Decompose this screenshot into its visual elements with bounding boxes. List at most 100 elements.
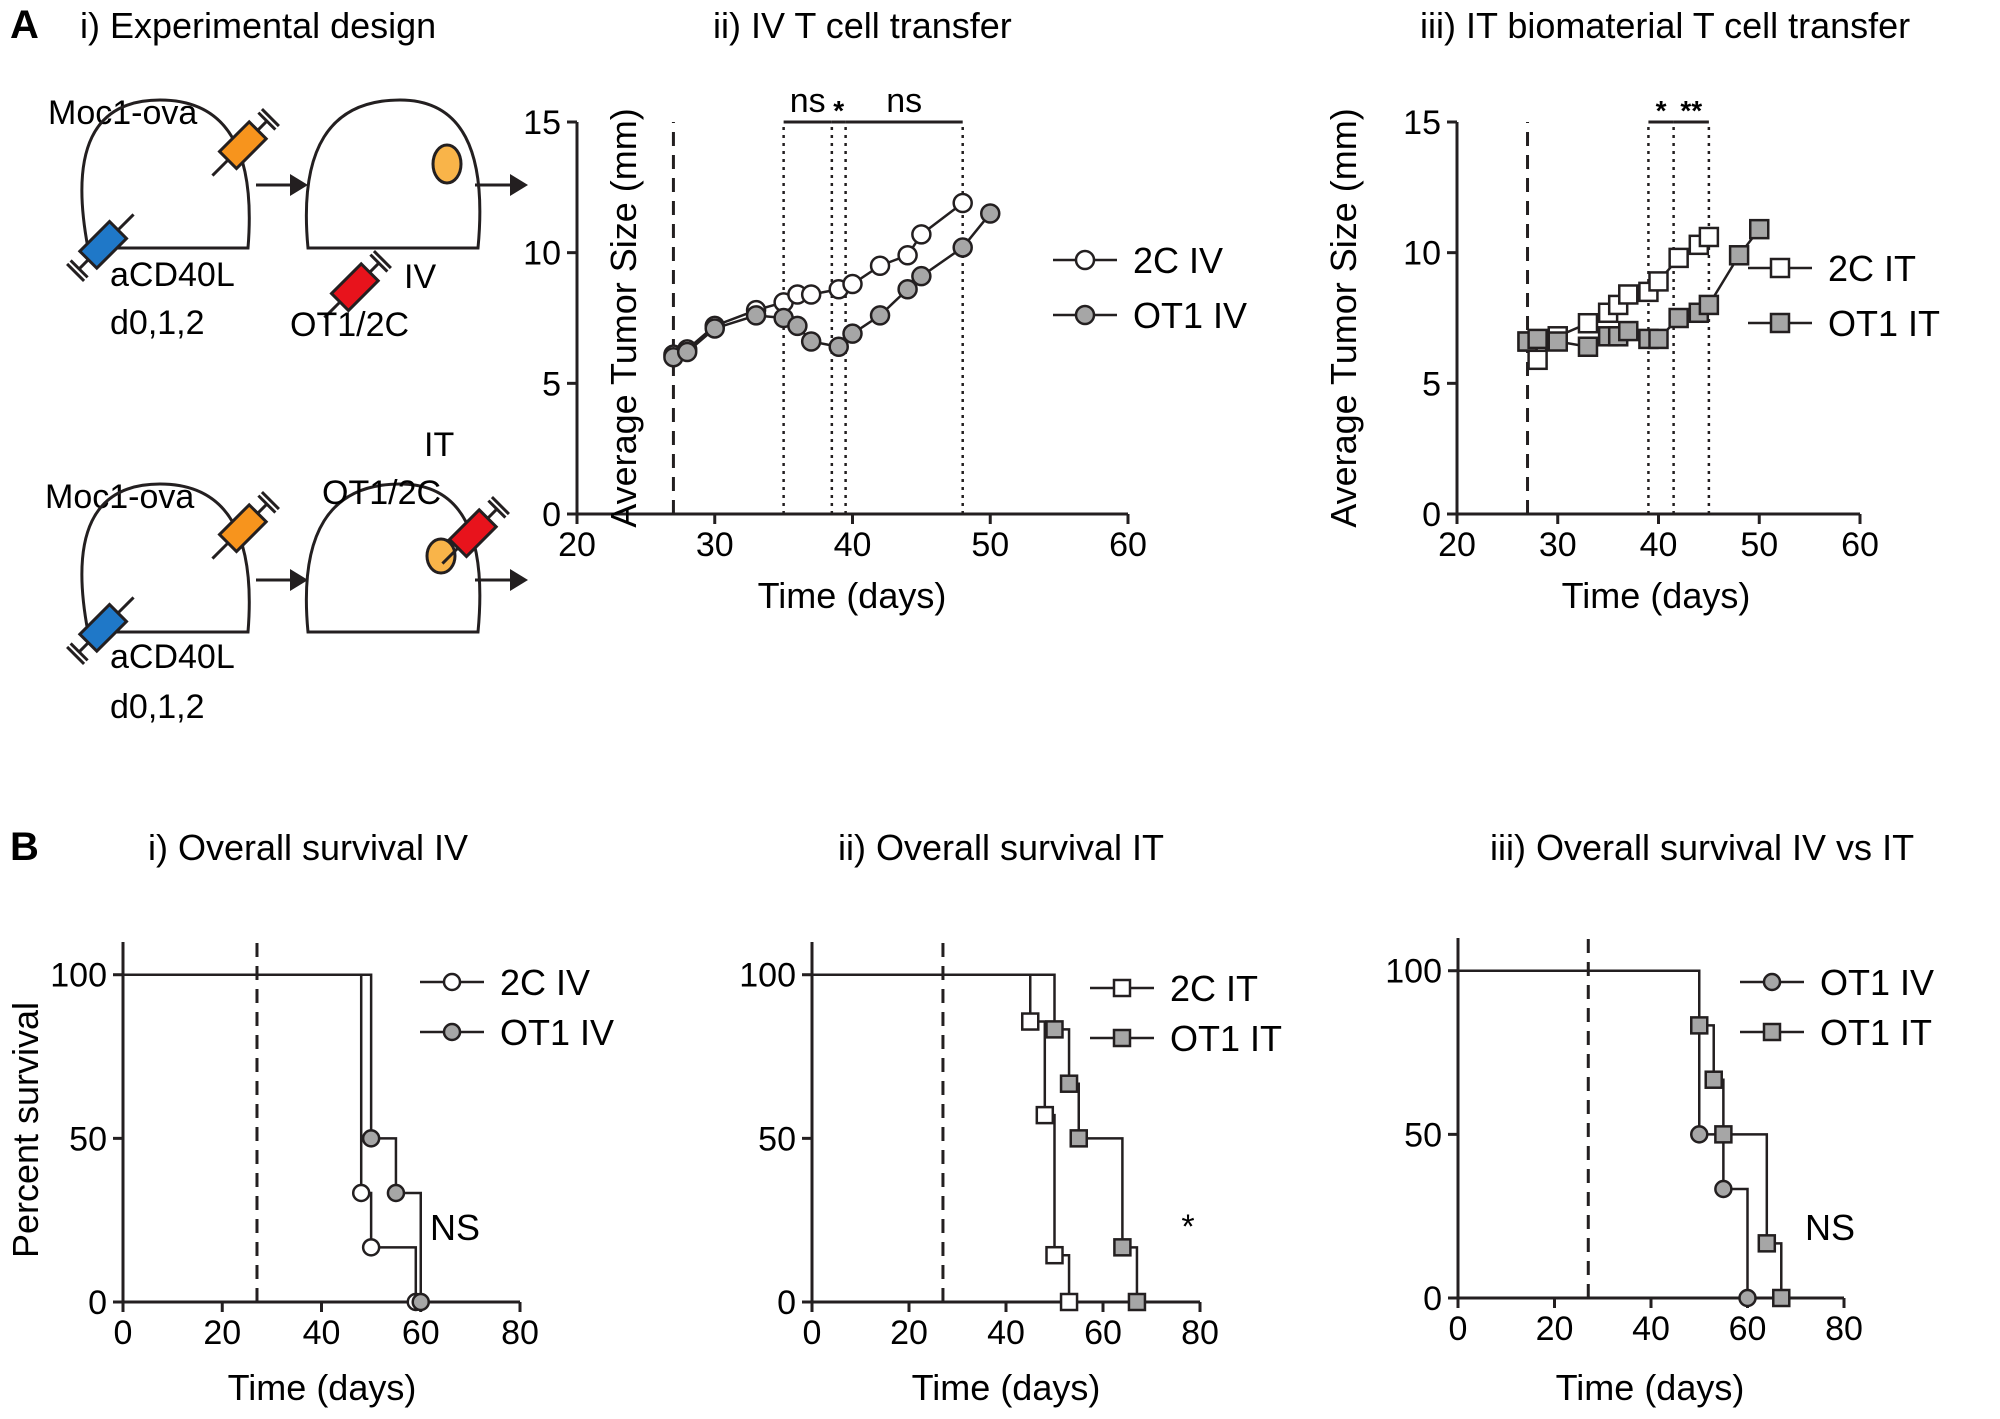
- data-point: [1757, 1234, 1777, 1253]
- significance-label: ns: [790, 82, 826, 120]
- data-point: [361, 1238, 381, 1257]
- arrowhead-icon: [290, 569, 308, 591]
- data-point: [351, 1183, 371, 1203]
- legend-label: OT1 IV: [1820, 962, 1934, 1003]
- x-tick-label: 0: [803, 1314, 822, 1352]
- data-point: [1772, 1288, 1791, 1308]
- series: [812, 973, 1079, 1312]
- significance-label: *: [833, 95, 844, 126]
- data-point: [1714, 1125, 1733, 1144]
- y-tick-label: 0: [88, 1284, 107, 1322]
- x-tick-label: 40: [1632, 1310, 1670, 1348]
- y-tick-label: 0: [1423, 1280, 1442, 1318]
- data-point: [1648, 271, 1669, 292]
- cells-label: OT1/2C: [322, 474, 441, 512]
- series: [1458, 969, 1791, 1308]
- x-tick-label: 0: [1449, 1310, 1468, 1348]
- data-point: [869, 255, 891, 276]
- chart-title: iii) Overall survival IV vs IT: [1490, 827, 1914, 868]
- data-point: [1074, 249, 1096, 271]
- chart-it-tumor-size: iii) IT biomaterial T cell transfer 20 30 4…: [1323, 5, 1940, 616]
- y-tick-label: 15: [1403, 104, 1441, 142]
- tcell-syringe-icon: [432, 495, 511, 574]
- legend-label: 2C IV: [500, 962, 590, 1003]
- y-tick-label: 5: [1422, 365, 1441, 403]
- y-axis-label: Average Tumor Size (mm): [1323, 108, 1364, 527]
- data-point: [1698, 226, 1720, 248]
- y-tick-label: 50: [69, 1120, 107, 1158]
- y-tick-label: 5: [542, 365, 561, 403]
- survival-curve: [812, 973, 1139, 1302]
- chart-title: ii) IV T cell transfer: [713, 5, 1012, 46]
- data-point: [704, 318, 725, 339]
- data-point: [1668, 247, 1689, 269]
- data-point: [1113, 1238, 1132, 1257]
- tumor-icon: [431, 143, 463, 185]
- x-tick-label: 40: [834, 526, 872, 564]
- data-point: [361, 1129, 381, 1148]
- y-tick-label: 10: [523, 235, 561, 273]
- mouse-outline: [304, 98, 482, 250]
- panel-label-b: B: [10, 825, 39, 869]
- x-tick-label: 40: [1640, 526, 1678, 564]
- data-point: [442, 972, 462, 992]
- data-point: [842, 273, 863, 295]
- data-point: [1618, 284, 1639, 305]
- data-point: [386, 1183, 406, 1203]
- data-point: [952, 192, 973, 214]
- data-point: [800, 284, 822, 305]
- x-tick-label: 20: [1438, 526, 1476, 564]
- antibody-label: aCD40L: [110, 256, 235, 294]
- data-point: [1074, 304, 1096, 326]
- data-point: [1698, 294, 1720, 316]
- y-tick-label: 100: [739, 957, 796, 995]
- data-point: [1069, 1129, 1088, 1148]
- series: [123, 973, 430, 1312]
- data-point: [828, 336, 849, 357]
- panel-label-a: A: [10, 3, 39, 47]
- antibody-label: aCD40L: [110, 638, 235, 676]
- data-point: [1648, 328, 1669, 350]
- data-point: [442, 1022, 462, 1042]
- data-point: [1045, 1245, 1064, 1265]
- legend-label: OT1 IT: [1820, 1012, 1932, 1053]
- data-point: [980, 203, 1001, 224]
- design-row-it: Moc1-ova aCD40L d0,1,2 IT OT1/2C: [45, 426, 528, 726]
- x-tick-label: 30: [1539, 526, 1577, 564]
- dosing-label: d0,1,2: [110, 688, 205, 726]
- route-label: IV: [404, 258, 436, 296]
- x-tick-label: 20: [203, 1314, 241, 1352]
- legend-label: 2C IT: [1828, 248, 1916, 289]
- chart-survival-it: ii) Overall survival IT 0 20 40 60 80 0 50 100 Ti…: [739, 827, 1282, 1408]
- x-tick-label: 80: [1825, 1310, 1863, 1348]
- legend-label: OT1 IV: [1133, 295, 1247, 336]
- data-point: [1738, 1288, 1757, 1308]
- data-point: [1690, 1125, 1709, 1144]
- cells-label: OT1/2C: [290, 306, 409, 344]
- data-point: [1769, 257, 1791, 279]
- series: [663, 203, 1001, 368]
- data-point: [842, 323, 863, 344]
- data-point: [1577, 312, 1599, 334]
- x-tick-label: 20: [890, 1314, 928, 1352]
- chart-title: ii) Overall survival IT: [838, 827, 1164, 868]
- mouse-outline: [80, 98, 251, 250]
- design-row-iv: Moc1-ova aCD40L d0,1,2 IV OT1/2C: [48, 94, 528, 344]
- chart-survival-iv: i) Overall survival IV 0 20 40 60 80 0 50 100 Tim…: [5, 827, 614, 1408]
- y-tick-label: 50: [758, 1120, 796, 1158]
- x-axis-label: Time (days): [912, 1367, 1101, 1408]
- statistics-annotation: *: [1181, 1208, 1194, 1246]
- x-tick-label: 60: [402, 1314, 440, 1352]
- x-tick-label: 60: [1729, 1310, 1767, 1348]
- series: [1517, 218, 1770, 357]
- data-point: [1045, 1020, 1064, 1039]
- y-tick-label: 15: [523, 104, 561, 142]
- data-point: [1527, 349, 1548, 371]
- data-point: [1728, 245, 1750, 266]
- legend-label: OT1 IT: [1828, 303, 1940, 344]
- data-point: [952, 237, 973, 258]
- tumor-icon: [425, 537, 457, 575]
- data-point: [1704, 1070, 1723, 1089]
- significance-label: *: [1656, 95, 1667, 126]
- y-tick-label: 0: [542, 496, 561, 534]
